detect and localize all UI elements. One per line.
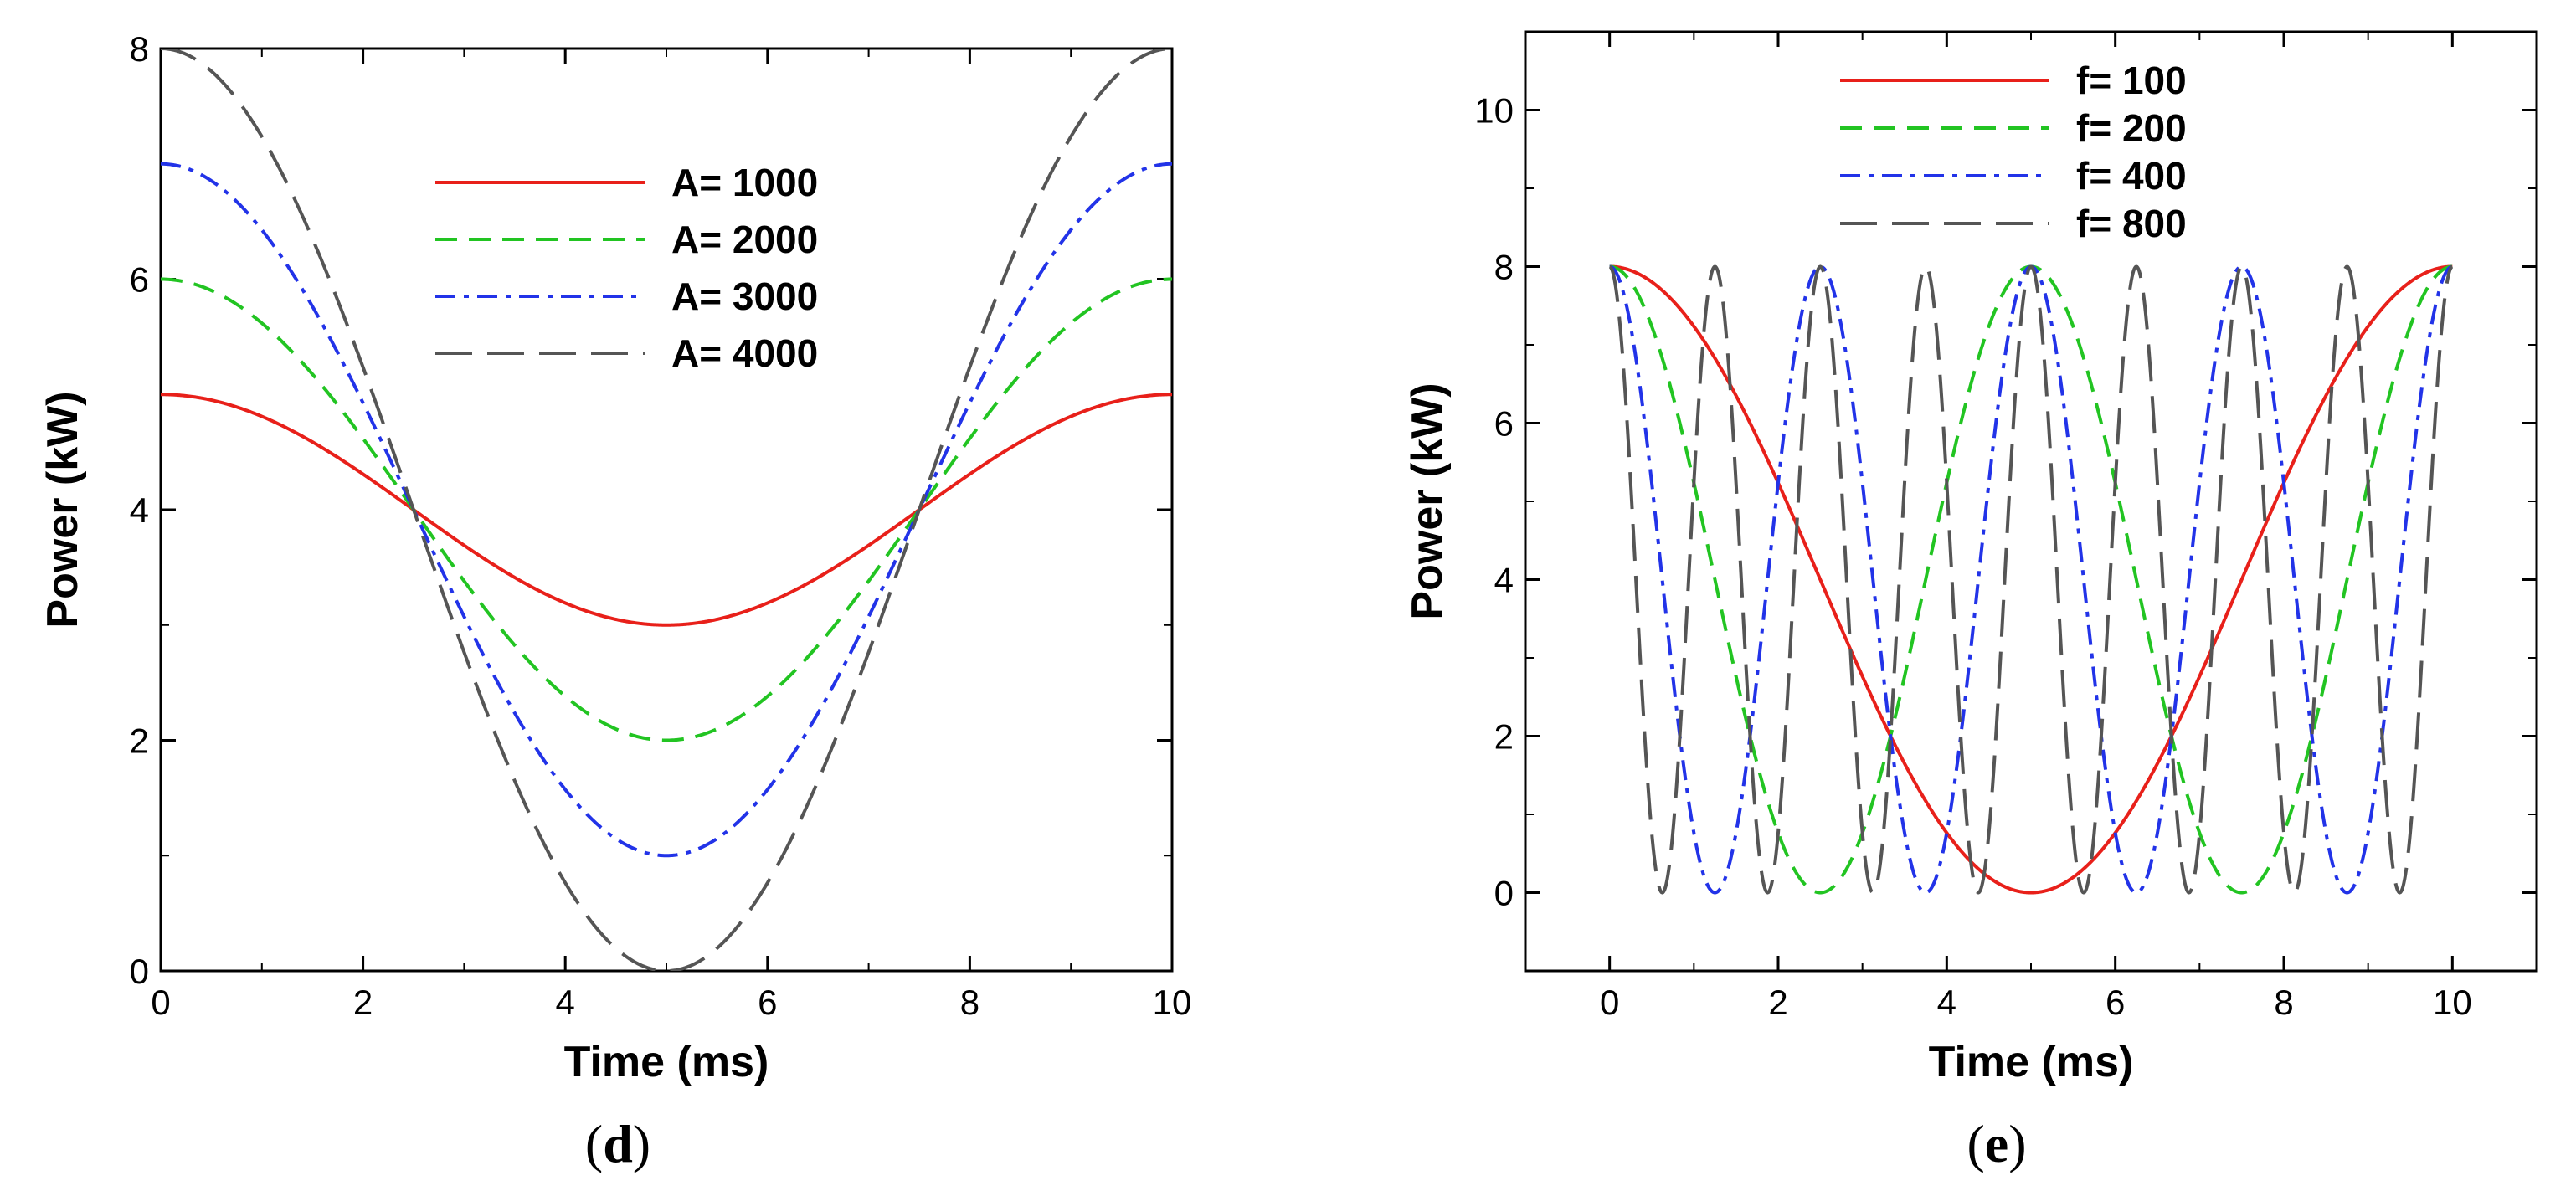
- series-line-f-100: [1609, 264, 2453, 895]
- y-axis-title: Power (kW): [39, 391, 87, 628]
- panel-caption: (d): [585, 1114, 650, 1173]
- y-tick-label: 0: [130, 952, 149, 991]
- x-tick-label: 6: [2106, 983, 2125, 1022]
- legend-label: A= 4000: [671, 331, 818, 375]
- series-line-a-4000: [161, 49, 1172, 971]
- x-tick-label: 8: [960, 983, 979, 1022]
- legend-label: A= 2000: [671, 218, 818, 261]
- panel-d-chart: 0 2 4 6 8 10 0 2 4 6 8 Time (ms) Power (kW) A= 1000 A=…: [39, 29, 1191, 1173]
- series-line-a-2000: [161, 277, 1172, 742]
- x-tick-label: 8: [2274, 983, 2293, 1022]
- series-line-f-200: [1609, 264, 2453, 895]
- y-tick-label: 8: [130, 29, 149, 69]
- y-tick-label: 2: [1494, 717, 1514, 757]
- x-axis-title: Time (ms): [564, 1038, 769, 1086]
- legend-label: A= 3000: [671, 275, 818, 318]
- y-tick-label: 10: [1474, 91, 1514, 131]
- y-tick-label: 0: [1494, 874, 1514, 913]
- x-tick-label: 6: [758, 983, 777, 1022]
- x-tick-label: 2: [1768, 983, 1787, 1022]
- y-tick-label: 8: [1494, 248, 1514, 287]
- x-tick-label: 10: [2433, 983, 2472, 1022]
- y-axis-title: Power (kW): [1403, 382, 1452, 619]
- legend-label: f= 400: [2076, 154, 2187, 198]
- series-line-a-3000: [161, 162, 1172, 858]
- x-axis-title: Time (ms): [1929, 1038, 2134, 1086]
- x-tick-label: 10: [1153, 983, 1192, 1022]
- series-line-f-800: [1608, 264, 2454, 895]
- series-line-a-1000: [161, 393, 1172, 627]
- plot-frame: [159, 47, 1174, 973]
- legend-label: f= 200: [2076, 106, 2187, 150]
- plot-frame: [1524, 30, 2538, 973]
- legend-label: A= 1000: [671, 161, 818, 204]
- x-tick-label: 2: [353, 983, 373, 1022]
- legend-label: f= 800: [2076, 202, 2187, 245]
- y-tick-label: 6: [1494, 404, 1514, 444]
- x-tick-label: 0: [151, 983, 170, 1022]
- y-tick-label: 2: [130, 721, 149, 761]
- x-tick-label: 0: [1600, 983, 1619, 1022]
- y-tick-label: 4: [130, 490, 149, 530]
- x-tick-label: 4: [556, 983, 575, 1022]
- y-tick-label: 4: [1494, 561, 1514, 600]
- y-tick-label: 6: [130, 260, 149, 300]
- series-line-f-400: [1609, 264, 2453, 895]
- panel-caption: (e): [1967, 1114, 2026, 1173]
- legend-label: f= 100: [2076, 59, 2187, 102]
- x-tick-label: 4: [1937, 983, 1956, 1022]
